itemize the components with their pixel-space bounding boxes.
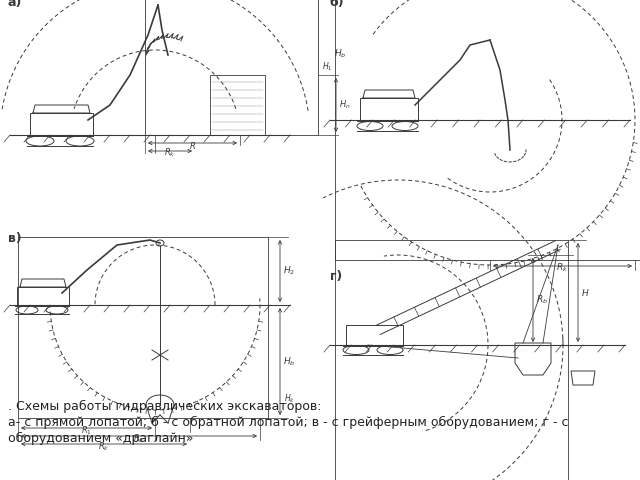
Text: $R_1$: $R_1$ [81, 424, 92, 437]
Text: $R_b$: $R_b$ [133, 432, 145, 445]
Text: $R_k$: $R_k$ [99, 441, 109, 453]
Text: $H_k$: $H_k$ [284, 392, 295, 405]
Text: а): а) [8, 0, 22, 9]
Text: г): г) [330, 270, 342, 283]
Bar [210, 75, 265, 135]
Text: $R$: $R$ [189, 140, 196, 151]
Text: $R_k$: $R_k$ [556, 262, 568, 274]
Text: в): в) [8, 232, 22, 245]
Text: оборудованием «драглайн»: оборудованием «драглайн» [8, 432, 193, 445]
Text: . Схемы работы гидравлических экскаваторов:: . Схемы работы гидравлических экскаватор… [8, 400, 321, 413]
Text: б): б) [330, 0, 344, 9]
Text: $H_b$: $H_b$ [283, 355, 296, 368]
Bar [335, 240, 568, 480]
Text: $H$: $H$ [581, 287, 589, 298]
Bar [335, 0, 640, 260]
Text: $R_k$: $R_k$ [164, 146, 176, 159]
Text: а- с прямой лопатой; б - с обратной лопатой; в - с грейферным оборудованием; г -: а- с прямой лопатой; б - с обратной лопа… [8, 416, 568, 429]
Text: $H_2$: $H_2$ [283, 265, 295, 277]
Text: $H_1$: $H_1$ [322, 61, 333, 73]
Text: $H_n$: $H_n$ [339, 99, 351, 111]
Bar [18, 237, 268, 418]
Text: $R_b$: $R_b$ [536, 294, 548, 306]
Bar [145, 0, 318, 135]
Text: $H_b$: $H_b$ [334, 47, 346, 60]
